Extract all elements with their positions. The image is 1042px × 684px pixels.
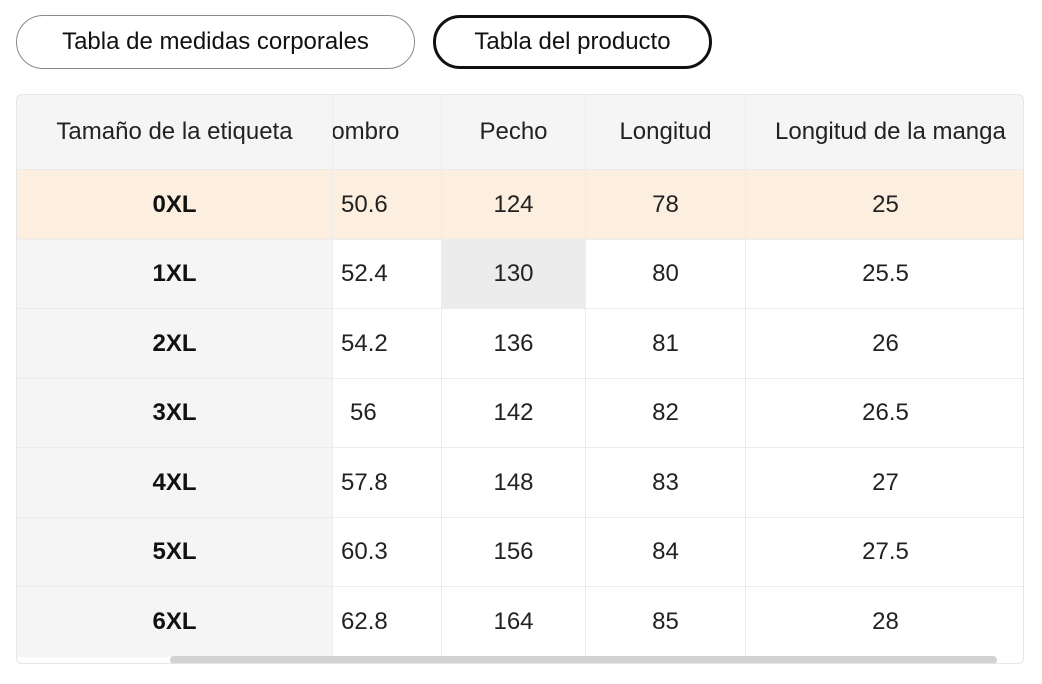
- table-row[interactable]: 6XL 62.8 164 85 28: [17, 587, 1023, 657]
- cell-chest: 130: [442, 240, 586, 308]
- cell-length: 85: [586, 587, 746, 657]
- size-chart-tabs: Tabla de medidas corporales Tabla del pr…: [16, 15, 712, 69]
- cell-sleeve-length: 25.5: [862, 260, 909, 287]
- cell-sleeve-length: 25: [746, 170, 1023, 239]
- cell-length: 84: [586, 518, 746, 586]
- cell-shoulder: 56: [333, 379, 442, 447]
- header-tag-size: Tamaño de la etiqueta: [17, 95, 333, 169]
- header-sleeve-length: Longitud de la manga: [746, 95, 1023, 169]
- cell-shoulder: 50.6: [333, 170, 442, 239]
- cell-shoulder: 57.8: [333, 448, 442, 517]
- header-shoulder: lombro: [333, 95, 442, 169]
- cell-size: 2XL: [17, 309, 333, 378]
- cell-chest: 136: [442, 309, 586, 378]
- tab-body-measurements[interactable]: Tabla de medidas corporales: [16, 15, 415, 69]
- cell-size: 4XL: [17, 448, 333, 517]
- table-header-row: Tamaño de la etiqueta lombro Pecho Longi…: [17, 95, 1023, 170]
- table-row[interactable]: 2XL 54.2 136 81 26: [17, 309, 1023, 379]
- cell-length: 82: [586, 379, 746, 447]
- cell-shoulder: 52.4: [333, 240, 442, 308]
- table-row[interactable]: 5XL 60.3 156 84 27.5: [17, 518, 1023, 587]
- cell-sleeve-length: 26.5: [862, 399, 909, 426]
- cell-length: 83: [586, 448, 746, 517]
- cell-sleeve-length: 26: [872, 329, 899, 357]
- cell-size: 6XL: [17, 587, 333, 657]
- cell-chest: 142: [442, 379, 586, 447]
- cell-sleeve-length: 27: [872, 468, 899, 496]
- cell-chest: 148: [442, 448, 586, 517]
- cell-shoulder: 54.2: [333, 309, 442, 378]
- cell-length: 78: [586, 170, 746, 239]
- cell-size: 3XL: [17, 379, 333, 447]
- cell-length: 80: [586, 240, 746, 308]
- cell-shoulder: 60.3: [333, 518, 442, 586]
- cell-sleeve-length: 27.5: [862, 538, 909, 565]
- cell-shoulder: 62.8: [333, 587, 442, 657]
- cell-sleeve-length: 28: [872, 608, 899, 635]
- cell-size: 5XL: [17, 518, 333, 586]
- cell-chest: 164: [442, 587, 586, 657]
- size-table: Tamaño de la etiqueta lombro Pecho Longi…: [16, 94, 1024, 664]
- tab-product-measurements[interactable]: Tabla del producto: [433, 15, 712, 69]
- cell-chest: 124: [442, 170, 586, 239]
- cell-chest: 156: [442, 518, 586, 586]
- table-row[interactable]: 3XL 56 142 82 26.5: [17, 379, 1023, 448]
- table-row[interactable]: 0XL 50.6 124 78 25: [17, 170, 1023, 240]
- horizontal-scrollbar[interactable]: [170, 656, 997, 663]
- cell-length: 81: [586, 309, 746, 378]
- header-length: Longitud: [586, 95, 746, 169]
- table-row[interactable]: 1XL 52.4 130 80 25.5: [17, 240, 1023, 309]
- cell-size: 1XL: [17, 240, 333, 308]
- table-row[interactable]: 4XL 57.8 148 83 27: [17, 448, 1023, 518]
- cell-size: 0XL: [17, 170, 333, 239]
- header-chest: Pecho: [442, 95, 586, 169]
